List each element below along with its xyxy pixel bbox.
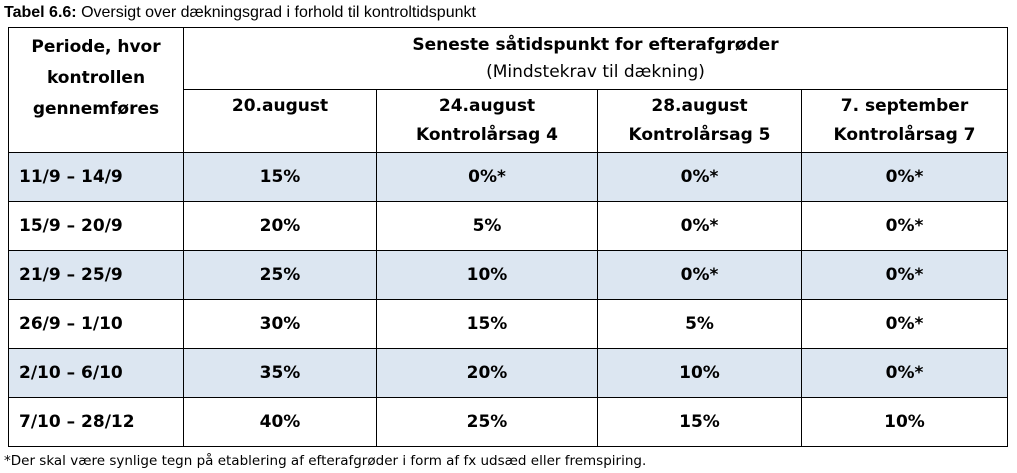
table-row: 21/9 – 25/9 25% 10% 0%* 0%*: [8, 250, 1008, 300]
group-header: Seneste såtidspunkt for efterafgrøder (M…: [183, 27, 1008, 90]
table-row: 2/10 – 6/10 35% 20% 10% 0%*: [8, 348, 1008, 398]
group-header-subtitle: (Mindstekrav til dækning): [486, 62, 705, 82]
value-cell: 15%: [376, 299, 598, 349]
period-cell: 2/10 – 6/10: [8, 348, 184, 398]
value-cell: 20%: [376, 348, 598, 398]
column-header-reason: Kontrolårsag 7: [833, 125, 976, 145]
period-cell: 26/9 – 1/10: [8, 299, 184, 349]
table-caption: Tabel 6.6: Oversigt over dækningsgrad i …: [4, 3, 476, 23]
value-cell: 0%*: [376, 152, 598, 202]
period-cell: 11/9 – 14/9: [8, 152, 184, 202]
caption-text: Oversigt over dækningsgrad i forhold til…: [76, 4, 476, 21]
value-cell: 5%: [597, 299, 802, 349]
value-cell: 10%: [801, 397, 1008, 447]
header-row-2: 20.august 24.august Kontrolårsag 4 28.au…: [9, 89, 1008, 153]
period-header: Periode, hvor kontrollen gennemføres: [8, 27, 184, 153]
column-header: 28.august Kontrolårsag 5: [597, 89, 802, 153]
value-cell: 30%: [183, 299, 377, 349]
value-cell: 5%: [376, 201, 598, 251]
column-header: 7. september Kontrolårsag 7: [801, 89, 1008, 153]
column-header-date: 20.august: [231, 96, 329, 116]
column-header: 20.august: [183, 89, 377, 153]
value-cell: 0%*: [801, 152, 1008, 202]
value-cell: 0%*: [597, 250, 802, 300]
caption-label: Tabel 6.6:: [4, 4, 77, 21]
column-header-reason: Kontrolårsag 4: [415, 125, 559, 145]
value-cell: 10%: [597, 348, 802, 398]
footnote: *Der skal være synlige tegn på etablerin…: [4, 453, 647, 469]
value-cell: 15%: [597, 397, 802, 447]
period-cell: 7/10 – 28/12: [8, 397, 184, 447]
value-cell: 10%: [376, 250, 598, 300]
coverage-table: Periode, hvor kontrollen gennemføres Sen…: [8, 27, 1008, 447]
header-row-1: Periode, hvor kontrollen gennemføres Sen…: [8, 27, 1008, 153]
value-cell: 0%*: [597, 201, 802, 251]
column-header: 24.august Kontrolårsag 4: [376, 89, 598, 153]
value-cell: 0%*: [801, 250, 1008, 300]
table-row: 11/9 – 14/9 15% 0%* 0%* 0%*: [8, 152, 1008, 202]
period-header-line: Periode, hvor: [31, 37, 161, 57]
column-header-date: 28.august: [651, 96, 748, 116]
table-row: 7/10 – 28/12 40% 25% 15% 10%: [8, 397, 1008, 447]
value-cell: 40%: [183, 397, 377, 447]
period-cell: 15/9 – 20/9: [8, 201, 184, 251]
group-header-title: Seneste såtidspunkt for efterafgrøder: [412, 35, 779, 55]
value-cell: 25%: [376, 397, 598, 447]
period-header-line: kontrollen: [46, 68, 146, 88]
value-cell: 0%*: [801, 348, 1008, 398]
column-header-reason: Kontrolårsag 5: [628, 125, 771, 145]
value-cell: 20%: [183, 201, 377, 251]
period-cell: 21/9 – 25/9: [8, 250, 184, 300]
value-cell: 0%*: [597, 152, 802, 202]
column-header-date: 7. september: [840, 96, 969, 116]
value-cell: 25%: [183, 250, 377, 300]
period-header-line: gennemføres: [32, 99, 160, 119]
value-cell: 0%*: [801, 299, 1008, 349]
table-row: 15/9 – 20/9 20% 5% 0%* 0%*: [8, 201, 1008, 251]
value-cell: 0%*: [801, 201, 1008, 251]
table-row: 26/9 – 1/10 30% 15% 5% 0%*: [8, 299, 1008, 349]
value-cell: 15%: [183, 152, 377, 202]
value-cell: 35%: [183, 348, 377, 398]
column-header-date: 24.august: [438, 96, 536, 116]
